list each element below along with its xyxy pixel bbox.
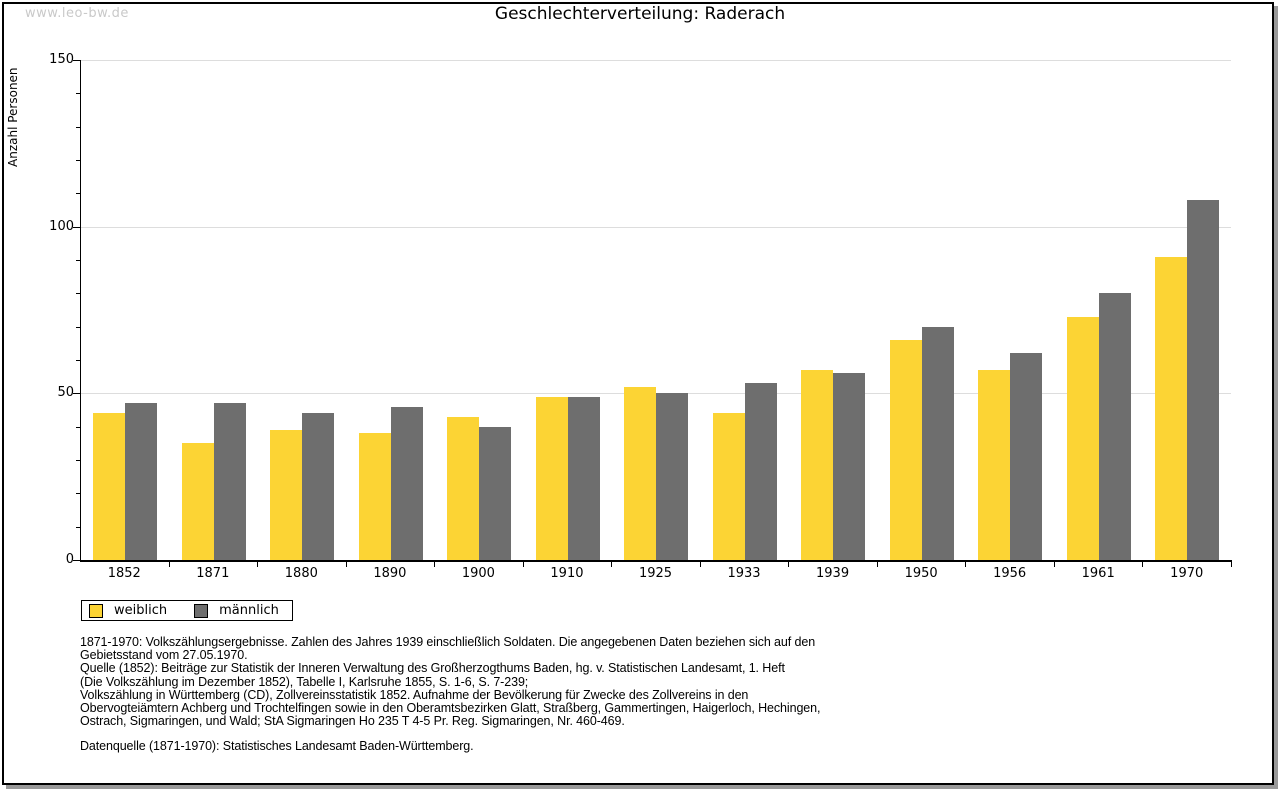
y-minor-tick-140 [76, 93, 80, 95]
x-tick-12 [1142, 562, 1143, 567]
y-minor-tick-80 [76, 293, 80, 295]
x-tick-8 [788, 562, 789, 567]
x-tick-5 [523, 562, 524, 567]
footnote-line: Obervogteiämtern Achberg und Trochtelfin… [80, 701, 821, 716]
bar-männlich-1910 [568, 397, 600, 560]
x-tick-label-1933: 1933 [727, 566, 761, 581]
bar-weiblich-1950 [890, 340, 922, 560]
bar-männlich-1950 [922, 327, 954, 560]
bar-männlich-1880 [302, 413, 334, 560]
x-tick-9 [877, 562, 878, 567]
legend-swatch-weiblich [89, 603, 103, 618]
x-tick-1 [169, 562, 170, 567]
bar-weiblich-1956 [978, 370, 1010, 560]
watermark: www.leo-bw.de [25, 6, 129, 21]
x-tick-label-1925: 1925 [638, 566, 673, 581]
x-tick-11 [1054, 562, 1055, 567]
bar-weiblich-1910 [536, 397, 568, 560]
x-tick-label-1871: 1871 [196, 566, 230, 581]
y-minor-tick-20 [76, 493, 80, 495]
footnote-line: (Die Volkszählung im Dezember 1852), Tab… [80, 674, 529, 689]
legend-swatch-maennlich [194, 603, 209, 618]
bar-weiblich-1970 [1155, 257, 1187, 560]
x-tick-10 [965, 562, 966, 567]
bar-weiblich-1933 [713, 413, 745, 560]
bar-männlich-1900 [479, 427, 511, 560]
bar-weiblich-1871 [182, 443, 214, 560]
bar-männlich-1890 [391, 407, 423, 560]
bar-weiblich-1961 [1067, 317, 1099, 560]
footnote-line: Gebietsstand vom 27.05.1970. [80, 648, 248, 663]
y-tick-label-100: 100 [49, 218, 74, 234]
y-minor-tick-30 [76, 460, 80, 461]
footnote-line: Quelle (1852): Beiträge zur Statistik de… [80, 661, 785, 676]
x-tick-label-1939: 1939 [816, 566, 850, 581]
y-minor-tick-60 [76, 360, 80, 361]
x-tick-label-1956: 1956 [993, 566, 1027, 581]
y-major-tick-150 [73, 60, 80, 61]
x-tick-7 [700, 562, 701, 567]
bar-weiblich-1939 [801, 370, 833, 560]
x-tick-3 [346, 562, 347, 567]
bar-männlich-1970 [1187, 200, 1219, 560]
y-axis-line [80, 60, 81, 562]
bar-männlich-1852 [125, 403, 157, 560]
x-tick-label-1852: 1852 [107, 566, 141, 581]
x-tick-label-1961: 1961 [1081, 566, 1115, 581]
legend-label-maennlich: männlich [219, 603, 279, 618]
x-tick-4 [434, 562, 435, 567]
x-tick-6 [611, 562, 612, 567]
footnote-line: 1871-1970: Volkszählungsergebnisse. Zahl… [80, 635, 816, 649]
bar-weiblich-1900 [447, 417, 479, 560]
footnote-line: Ostrach, Sigmaringen, und Wald; StA Sigm… [80, 714, 625, 729]
footnote-line: Volkszählung in Württemberg (CD), Zollve… [80, 687, 749, 702]
footnote-block: 1871-1970: Volkszählungsergebnisse. Zahl… [80, 635, 821, 729]
bar-männlich-1871 [214, 403, 246, 560]
x-tick-2 [257, 562, 258, 567]
x-tick-label-1910: 1910 [550, 566, 584, 581]
y-minor-tick-110 [76, 193, 80, 195]
bar-weiblich-1880 [270, 430, 302, 560]
bar-männlich-1956 [1010, 353, 1042, 560]
bar-weiblich-1925 [624, 387, 656, 560]
y-major-tick-100 [73, 226, 80, 228]
chart-title: Geschlechterverteilung: Raderach [494, 4, 786, 24]
gridline-100 [81, 226, 1231, 228]
bar-männlich-1939 [833, 373, 865, 560]
y-tick-label-150: 150 [49, 52, 74, 67]
legend: weiblich männlich [81, 600, 293, 621]
y-major-tick-0 [73, 560, 80, 561]
x-tick-label-1890: 1890 [373, 566, 407, 581]
x-tick-label-1880: 1880 [284, 566, 318, 581]
legend-item-weiblich: weiblich [89, 603, 168, 618]
x-tick-label-1950: 1950 [904, 566, 938, 581]
datasource-note: Datenquelle (1871-1970): Statistisches L… [80, 739, 474, 753]
bar-männlich-1961 [1099, 293, 1131, 560]
y-minor-tick-90 [76, 260, 80, 261]
legend-label-weiblich: weiblich [114, 603, 168, 618]
y-tick-label-50: 50 [57, 385, 74, 401]
bar-männlich-1933 [745, 383, 777, 560]
y-minor-tick-120 [76, 160, 80, 161]
y-tick-label-0: 0 [65, 552, 74, 567]
legend-item-maennlich: männlich [194, 603, 279, 618]
y-minor-tick-70 [76, 326, 80, 328]
x-tick-label-1900: 1900 [461, 566, 495, 581]
x-tick-label-1970: 1970 [1170, 566, 1204, 581]
x-axis-line [80, 560, 1232, 562]
y-major-tick-50 [73, 393, 80, 395]
bar-männlich-1925 [656, 393, 688, 560]
y-minor-tick-130 [76, 126, 80, 128]
bar-weiblich-1852 [93, 413, 125, 560]
bar-weiblich-1890 [359, 433, 391, 560]
y-minor-tick-40 [76, 426, 80, 428]
x-tick-13 [1231, 562, 1232, 567]
y-minor-tick-10 [76, 526, 80, 528]
gridline-150 [81, 60, 1231, 61]
